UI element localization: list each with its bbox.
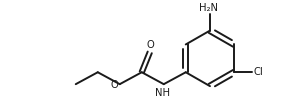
- Text: O: O: [110, 80, 118, 90]
- Text: NH: NH: [155, 88, 170, 98]
- Text: H₂N: H₂N: [200, 3, 218, 13]
- Text: Cl: Cl: [253, 67, 263, 77]
- Text: O: O: [147, 40, 155, 50]
